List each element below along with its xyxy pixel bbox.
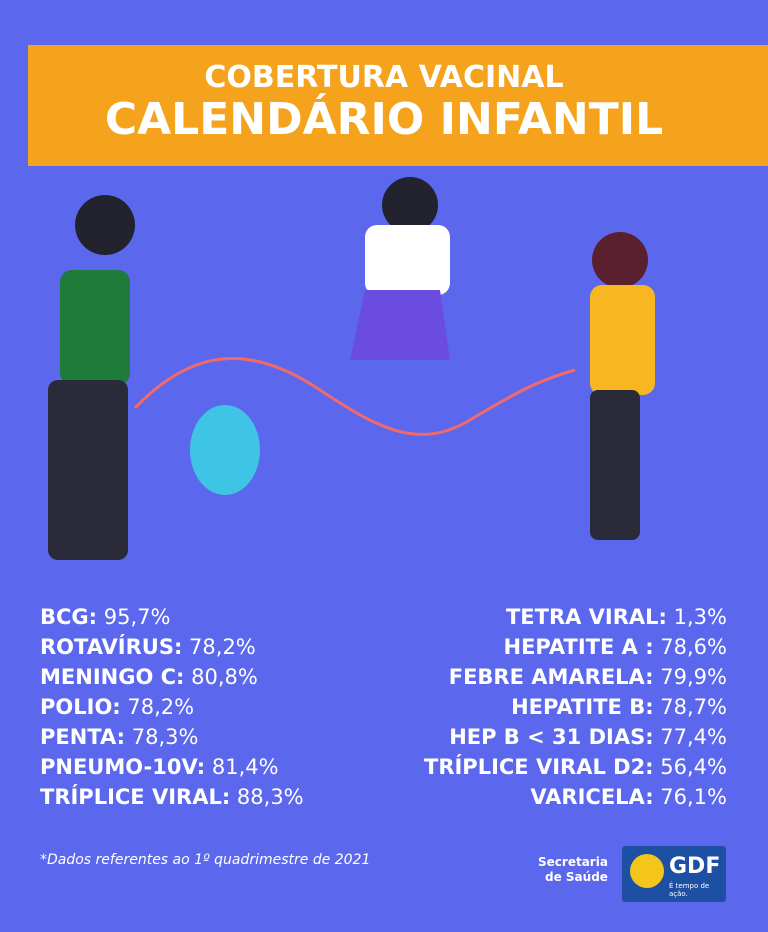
coverage-value: 95,7% xyxy=(103,605,171,629)
coverage-row: HEP B < 31 DIAS: 77,4% xyxy=(424,722,727,752)
coverage-row: PENTA: 78,3% xyxy=(40,722,304,752)
department-line: de Saúde xyxy=(545,870,608,884)
gdf-logo: GDF É tempo de ação. xyxy=(622,846,726,902)
vaccine-name: ROTAVÍRUS: xyxy=(40,635,183,659)
vaccine-name: TETRA VIRAL: xyxy=(505,605,667,629)
vaccine-name: HEPATITE A : xyxy=(503,635,654,659)
vaccine-name: HEP B < 31 DIAS: xyxy=(449,725,654,749)
vaccine-name: PNEUMO-10V: xyxy=(40,755,206,779)
illustration xyxy=(48,177,655,560)
coverage-row: BCG: 95,7% xyxy=(40,602,304,632)
vaccine-name: FEBRE AMARELA: xyxy=(448,665,654,689)
right-list: TETRA VIRAL: 1,3% HEPATITE A : 78,6% FEBRE… xyxy=(424,602,727,812)
coverage-row: MENINGO C: 80,8% xyxy=(40,662,304,692)
coverage-row: HEPATITE A : 78,6% xyxy=(424,632,728,662)
banner xyxy=(28,45,768,166)
footnote: *Dados referentes ao 1º quadrimestre de … xyxy=(40,852,371,868)
logo-icon xyxy=(630,854,664,888)
coverage-row: TRÍPLICE VIRAL D2: 56,4% xyxy=(424,752,727,782)
coverage-value: 77,4% xyxy=(660,725,727,749)
title: COBERTURA VACINAL xyxy=(204,60,564,95)
left-list: BCG: 95,7% ROTAVÍRUS: 78,2% MENINGO C: 80,… xyxy=(40,602,304,812)
brand: GDF xyxy=(669,854,721,879)
coverage-row: PNEUMO-10V: 81,4% xyxy=(40,752,304,782)
coverage-row: TRÍPLICE VIRAL: 88,3% xyxy=(40,782,304,812)
coverage-value: 78,3% xyxy=(131,725,199,749)
department: Secretaria de Saúde xyxy=(538,855,608,885)
vaccine-name: PENTA: xyxy=(40,725,126,749)
slogan: É tempo de ação. xyxy=(669,882,710,898)
coverage-row: TETRA VIRAL: 1,3% xyxy=(424,602,727,632)
coverage-value: 79,9% xyxy=(660,665,727,689)
coverage-row: FEBRE AMARELA: 79,9% xyxy=(424,662,727,692)
vaccine-name: POLIO: xyxy=(40,695,121,719)
vaccine-name: HEPATITE B: xyxy=(511,695,654,719)
vaccine-name: TRÍPLICE VIRAL D2: xyxy=(424,755,654,779)
coverage-row: VARICELA: 76,1% xyxy=(424,782,727,812)
coverage-value: 56,4% xyxy=(660,755,727,779)
coverage-value: 81,4% xyxy=(211,755,279,779)
coverage-row: ROTAVÍRUS: 78,2% xyxy=(40,632,304,662)
coverage-value: 76,1% xyxy=(660,785,727,809)
vaccine-name: VARICELA: xyxy=(530,785,654,809)
vaccine-name: BCG: xyxy=(40,605,98,629)
coverage-value: 78,2% xyxy=(189,635,256,659)
department-line: Secretaria xyxy=(538,855,608,869)
coverage-value: 88,3% xyxy=(236,785,304,809)
coverage-value: 80,8% xyxy=(191,665,258,689)
vaccine-name: TRÍPLICE VIRAL: xyxy=(40,785,231,809)
coverage-row: HEPATITE B: 78,7% xyxy=(424,692,727,722)
coverage-row: POLIO: 78,2% xyxy=(40,692,304,722)
coverage-value: 78,7% xyxy=(660,695,727,719)
vaccine-name: MENINGO C: xyxy=(40,665,185,689)
coverage-value: 78,2% xyxy=(127,695,195,719)
coverage-value: 1,3% xyxy=(673,605,727,629)
subtitle: CALENDÁRIO INFANTIL xyxy=(104,94,664,145)
coverage-value: 78,6% xyxy=(660,635,727,659)
